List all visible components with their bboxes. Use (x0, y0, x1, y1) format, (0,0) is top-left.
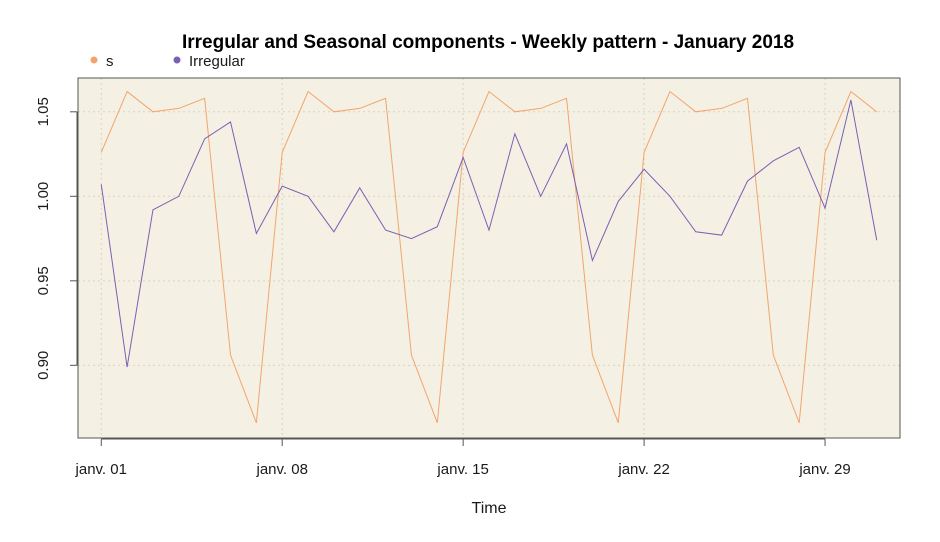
x-tick-label-1: janv. 08 (255, 461, 307, 478)
chart-title: Irregular and Seasonal components - Week… (182, 32, 794, 53)
x-tick-label-3: janv. 22 (617, 461, 669, 478)
x-tick-label-0: janv. 01 (75, 461, 127, 478)
y-axis: 0.90 0.95 1.00 1.05 (35, 97, 78, 380)
y-tick-label-0: 0.90 (35, 351, 52, 380)
series-layer (100, 90, 878, 423)
grid (78, 78, 900, 438)
x-axis: janv. 01 janv. 08 janv. 15 janv. 22 janv. 29 (75, 438, 851, 478)
plot-area (78, 78, 900, 438)
y-tick-label-1: 0.95 (35, 266, 52, 295)
legend-label-irregular: Irregular (189, 53, 245, 70)
legend-marker-s (90, 56, 98, 64)
x-tick-label-2: janv. 15 (436, 461, 488, 478)
plot-frame (77, 77, 901, 439)
legend-label-s: s (106, 53, 114, 70)
x-axis-title: Time (472, 500, 507, 517)
y-tick-label-2: 1.00 (35, 182, 52, 211)
legend-marker-irregular (173, 56, 181, 64)
series-line-irregular (100, 99, 878, 368)
series-line-s (100, 90, 878, 423)
legend: s Irregular (90, 53, 245, 70)
y-tick-label-3: 1.05 (35, 97, 52, 126)
x-tick-label-4: janv. 29 (798, 461, 850, 478)
